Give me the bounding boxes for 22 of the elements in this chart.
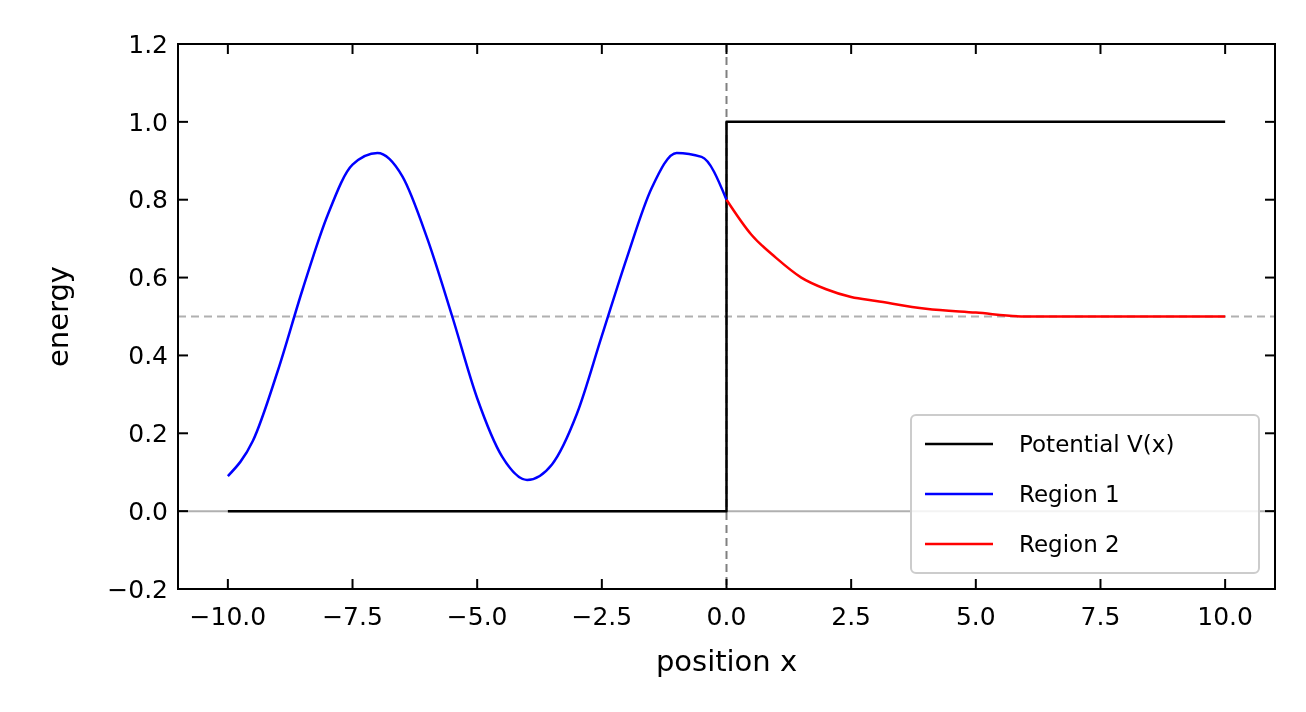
y-tick-label: 0.6 [128, 263, 168, 293]
x-tick-label: −5.0 [446, 602, 508, 631]
x-tick-label: −2.5 [571, 602, 633, 631]
y-tick-label: 0.2 [128, 419, 168, 449]
y-tick-label: 1.2 [128, 29, 168, 59]
y-axis-title: energy [41, 265, 75, 368]
x-tick-label: 7.5 [1080, 602, 1121, 631]
legend-label: Region 2 [1019, 531, 1120, 558]
y-tick-label: 0.4 [128, 341, 168, 371]
x-tick-label: 2.5 [831, 602, 872, 631]
x-tick-label: −10.0 [189, 602, 267, 631]
y-tick-label: 0.8 [128, 185, 168, 215]
y-tick-label: 0.0 [128, 496, 168, 526]
y-tick-label: −0.2 [107, 574, 168, 604]
x-axis-title: position x [655, 644, 798, 678]
x-tick-label: −7.5 [322, 602, 383, 631]
legend-label: Region 1 [1019, 481, 1120, 508]
legend-label: Potential V(x) [1019, 431, 1175, 458]
y-tick-label: 1.0 [128, 107, 168, 137]
x-tick-label: 5.0 [955, 602, 996, 631]
x-tick-label: 10.0 [1197, 602, 1253, 631]
x-tick-label: 0.0 [706, 602, 747, 631]
